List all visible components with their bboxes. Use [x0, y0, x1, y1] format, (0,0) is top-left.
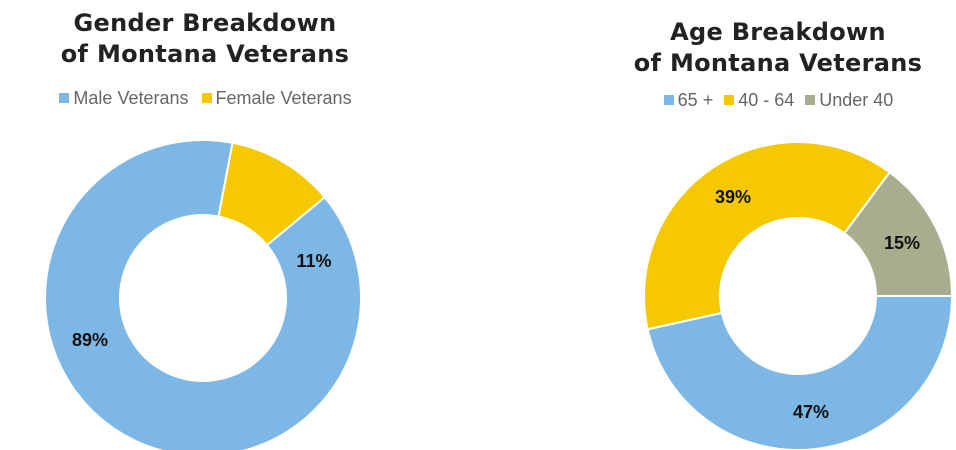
gender-title-line1: Gender Breakdown: [73, 9, 337, 37]
age-chart: 47% 39% 15% Age Breakdown of Montana Veter…: [600, 0, 956, 450]
gender-chart-title: Gender Breakdown of Montana Veterans: [0, 8, 410, 70]
age-data-label-1: 39%: [715, 187, 751, 207]
legend-swatch-under-40: [804, 94, 817, 106]
legend-label-under-40: Under 40: [819, 90, 894, 110]
gender-slice-1: [217, 141, 327, 247]
legend-swatch-65-plus: [662, 94, 675, 106]
legend-item-65-plus: 65 +: [662, 89, 714, 111]
legend-swatch-male: [58, 92, 71, 104]
age-chart-title: Age Breakdown of Montana Veterans: [600, 17, 956, 79]
legend-label-40-64: 40 - 64: [738, 90, 795, 110]
gender-title-line2: of Montana Veterans: [60, 40, 350, 68]
legend-item-40-64: 40 - 64: [723, 89, 794, 111]
legend-item-female: Female Veterans: [200, 87, 352, 109]
legend-swatch-female: [200, 92, 213, 104]
legend-label-male: Male Veterans: [73, 88, 189, 108]
gender-legend: Male Veterans Female Veterans: [0, 87, 410, 109]
legend-item-male: Male Veterans: [58, 87, 189, 109]
legend-swatch-40-64: [723, 94, 736, 106]
age-slice-0: [646, 295, 954, 450]
legend-label-female: Female Veterans: [215, 88, 352, 108]
gender-chart: 89% 11% Gender Breakdown of Montana Veter…: [0, 0, 410, 450]
age-donut: 47% 39% 15%: [643, 141, 954, 450]
age-data-label-2: 15%: [884, 233, 920, 253]
gender-data-label-1: 11%: [296, 251, 331, 271]
age-title-line1: Age Breakdown: [670, 18, 886, 46]
age-title-line2: of Montana Veterans: [633, 49, 923, 77]
age-slice-2: [843, 170, 954, 297]
gender-data-label-0: 89%: [72, 330, 108, 350]
gender-donut: 89% 11%: [44, 139, 362, 450]
age-data-label-0: 47%: [793, 402, 829, 422]
legend-item-under-40: Under 40: [804, 89, 893, 111]
gender-slice-0: [44, 139, 362, 450]
age-legend: 65 + 40 - 64 Under 40: [600, 89, 956, 111]
age-slice-1: [643, 141, 892, 331]
legend-label-65-plus: 65 +: [677, 90, 714, 110]
